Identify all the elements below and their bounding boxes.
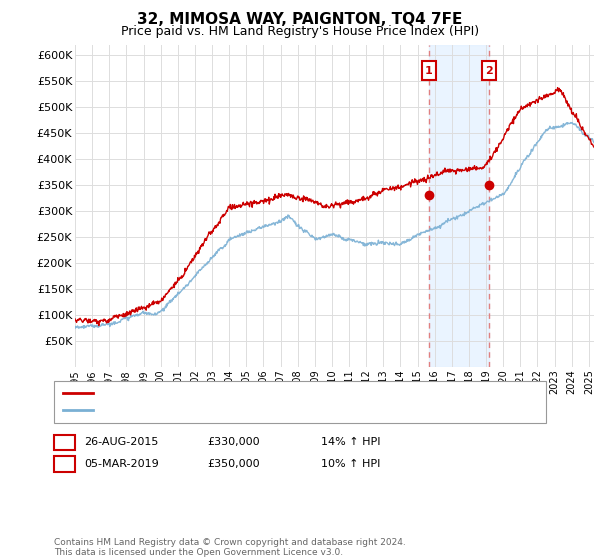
Text: 1: 1 [425, 66, 433, 76]
Bar [429, 45, 489, 367]
Text: Price paid vs. HM Land Registry's House Price Index (HPI): Price paid vs. HM Land Registry's House … [121, 25, 479, 38]
Text: 05-MAR-2019: 05-MAR-2019 [84, 459, 159, 469]
Bar [482, 62, 496, 80]
Text: £350,000: £350,000 [207, 459, 260, 469]
Text: 32, MIMOSA WAY, PAIGNTON, TQ4 7FE: 32, MIMOSA WAY, PAIGNTON, TQ4 7FE [137, 12, 463, 27]
Text: 14% ↑ HPI: 14% ↑ HPI [321, 437, 380, 447]
Text: 2: 2 [485, 66, 493, 76]
Text: HPI: Average price, detached house, Torbay: HPI: Average price, detached house, Torb… [99, 405, 342, 415]
Bar [422, 62, 436, 80]
Text: £330,000: £330,000 [207, 437, 260, 447]
Text: 32, MIMOSA WAY, PAIGNTON, TQ4 7FE (detached house): 32, MIMOSA WAY, PAIGNTON, TQ4 7FE (detac… [99, 388, 414, 398]
Text: 26-AUG-2015: 26-AUG-2015 [84, 437, 158, 447]
Text: 1: 1 [61, 437, 68, 447]
Text: 10% ↑ HPI: 10% ↑ HPI [321, 459, 380, 469]
Text: 2: 2 [61, 459, 68, 469]
Text: Contains HM Land Registry data © Crown copyright and database right 2024.
This d: Contains HM Land Registry data © Crown c… [54, 538, 406, 557]
